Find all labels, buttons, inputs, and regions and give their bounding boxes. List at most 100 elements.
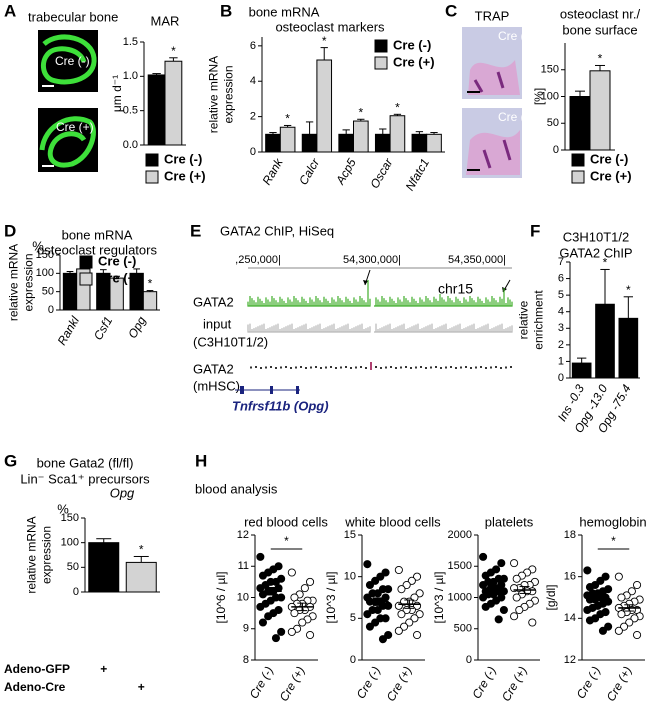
y-axis-label: relative	[517, 300, 531, 339]
chart-subtitle: GATA2 ChIP	[559, 245, 632, 260]
y-tick-label: 150	[36, 249, 54, 261]
chip-track	[247, 280, 513, 307]
hsc-track	[280, 366, 282, 369]
data-point	[277, 627, 286, 636]
legend-label: Cre (-)	[590, 151, 628, 166]
x-tick-label: Cre (+)	[604, 664, 635, 704]
bar	[338, 133, 354, 153]
hsc-track	[315, 366, 317, 368]
chart-title: C3H10T1/2	[563, 229, 629, 244]
hsc-track	[360, 366, 362, 368]
chart-note: Opg	[110, 485, 135, 500]
hsc-track	[380, 367, 382, 369]
chart-subtitle: Lin⁻ Sca1⁺ precursors	[20, 471, 150, 486]
y-axis-label: relative mRNA	[207, 56, 221, 133]
y-tick-label: 4	[558, 306, 564, 318]
data-point	[363, 610, 372, 619]
data-point	[617, 610, 626, 619]
x-tick-label: Cre (-)	[354, 664, 383, 701]
hsc-track	[290, 367, 292, 369]
x-tick-label: Acp5	[333, 156, 359, 188]
hsc-track	[485, 367, 487, 369]
panel-label: H	[195, 451, 207, 470]
significance: *	[358, 105, 363, 119]
y-tick-label: 4	[250, 75, 256, 87]
chart-subtitle: osteoclast regulators	[37, 242, 157, 257]
hsc-track	[505, 366, 507, 369]
y-tick-label: 0	[73, 586, 79, 598]
hsc-track	[310, 366, 312, 369]
bar	[125, 561, 157, 593]
chart-title: platelets	[485, 514, 534, 529]
data-point	[368, 589, 377, 598]
hsc-track	[250, 366, 252, 369]
hsc-track	[320, 367, 322, 369]
y-axis-label: [10^6 / µl]	[214, 572, 228, 624]
data-point	[596, 576, 605, 585]
panel-label: B	[220, 1, 232, 20]
data-point	[596, 610, 605, 619]
bar	[589, 70, 611, 151]
hsc-track	[470, 367, 472, 369]
data-point	[479, 593, 488, 602]
hsc-track	[270, 366, 272, 368]
y-tick-label: 1.5	[123, 36, 138, 48]
data-point	[305, 630, 315, 640]
legend-swatch	[145, 170, 159, 184]
hsc-track	[365, 367, 367, 369]
hsc-track	[455, 367, 457, 369]
data-point	[598, 626, 608, 635]
data-point	[630, 614, 639, 623]
chromosome: chr15	[438, 281, 473, 297]
data-point	[415, 589, 424, 598]
data-point	[368, 605, 377, 615]
panel-label: C	[445, 1, 457, 20]
legend-swatch	[374, 56, 388, 70]
y-tick-label: 6	[250, 40, 256, 52]
y-axis-label: enrichment	[532, 290, 546, 350]
hsc-track	[285, 366, 287, 368]
hsc-track	[490, 366, 492, 369]
significance: *	[285, 112, 290, 126]
y-tick-label: 0	[48, 304, 54, 316]
data-point	[633, 580, 642, 590]
bar	[618, 317, 639, 379]
data-point	[399, 622, 409, 631]
bar	[426, 133, 442, 153]
data-point	[258, 571, 268, 580]
hsc-track	[260, 367, 262, 369]
hsc-track	[395, 367, 397, 369]
x-tick-label: Cre (-)	[247, 664, 276, 701]
hsc-track	[445, 366, 447, 369]
y-tick-label: 5	[350, 612, 356, 624]
legend-swatch	[79, 255, 93, 269]
data-point	[614, 626, 623, 635]
data-point	[583, 605, 592, 615]
chart-subtitle: osteoclast markers	[275, 19, 385, 34]
track-label: (mHSC)	[193, 378, 240, 393]
condition-label: Adeno-GFP	[4, 662, 70, 676]
hsc-track	[510, 366, 512, 368]
legend-swatch	[145, 153, 159, 167]
input-track	[247, 323, 513, 333]
panel-label: D	[4, 221, 16, 240]
y-tick-label: 150	[61, 512, 79, 524]
data-point	[290, 609, 299, 618]
data-point	[407, 576, 416, 585]
coordinate: 54,350,000|	[448, 254, 506, 266]
y-tick-label: 0.0	[123, 139, 138, 151]
bar	[147, 74, 166, 146]
data-point	[397, 610, 406, 619]
hsc-track	[465, 366, 467, 368]
legend-label: Cre (-)	[393, 37, 431, 52]
data-point	[494, 615, 503, 624]
y-tick-label: 0	[553, 144, 559, 156]
data-point	[287, 568, 296, 577]
data-point	[415, 610, 424, 619]
hsc-track	[400, 366, 402, 369]
x-tick-label: Opg	[125, 314, 149, 341]
legend-label: Cre (-)	[164, 151, 202, 166]
data-point	[371, 576, 380, 585]
data-point	[585, 616, 595, 625]
